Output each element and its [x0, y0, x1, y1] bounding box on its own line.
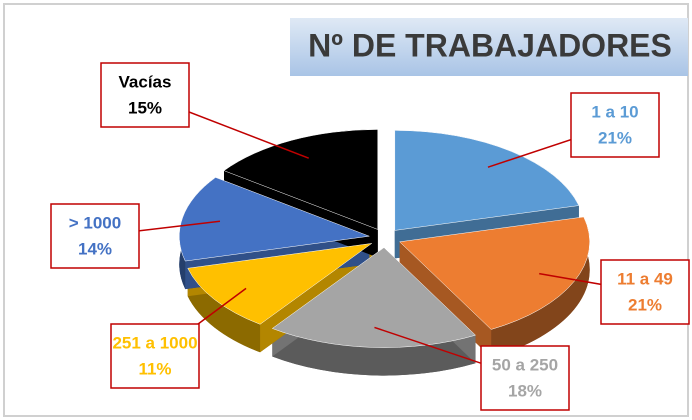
label-box — [570, 92, 660, 158]
title-box — [290, 18, 688, 76]
slice-wall — [272, 328, 476, 376]
chart-title: Nº DE TRABAJADORES — [308, 27, 672, 63]
data-label-name: 1 a 10 — [591, 102, 638, 121]
slice-wall — [491, 216, 590, 358]
data-label-value: 11% — [138, 359, 171, 378]
label-box — [480, 345, 570, 411]
data-label-name: 50 a 250 — [492, 355, 558, 374]
data-label-value: 18% — [508, 381, 542, 400]
data-label-value: 14% — [78, 239, 112, 258]
slice — [394, 130, 580, 231]
slice — [179, 177, 370, 262]
slice-wall — [187, 268, 261, 353]
label-box — [110, 323, 200, 389]
slice — [187, 243, 372, 325]
slice — [399, 216, 590, 330]
slice — [223, 129, 378, 230]
data-label-name: 251 a 1000 — [112, 333, 197, 352]
data-label-name: Vacías — [119, 72, 172, 91]
data-label-value: 21% — [598, 128, 632, 147]
data-label-value: 15% — [128, 98, 162, 117]
label-box — [600, 259, 690, 325]
data-label-name: 11 a 49 — [617, 269, 673, 288]
data-label-name: > 1000 — [69, 213, 121, 232]
data-label-value: 21% — [628, 295, 662, 314]
label-box — [50, 203, 140, 269]
label-box — [100, 62, 190, 128]
slice — [271, 247, 477, 348]
